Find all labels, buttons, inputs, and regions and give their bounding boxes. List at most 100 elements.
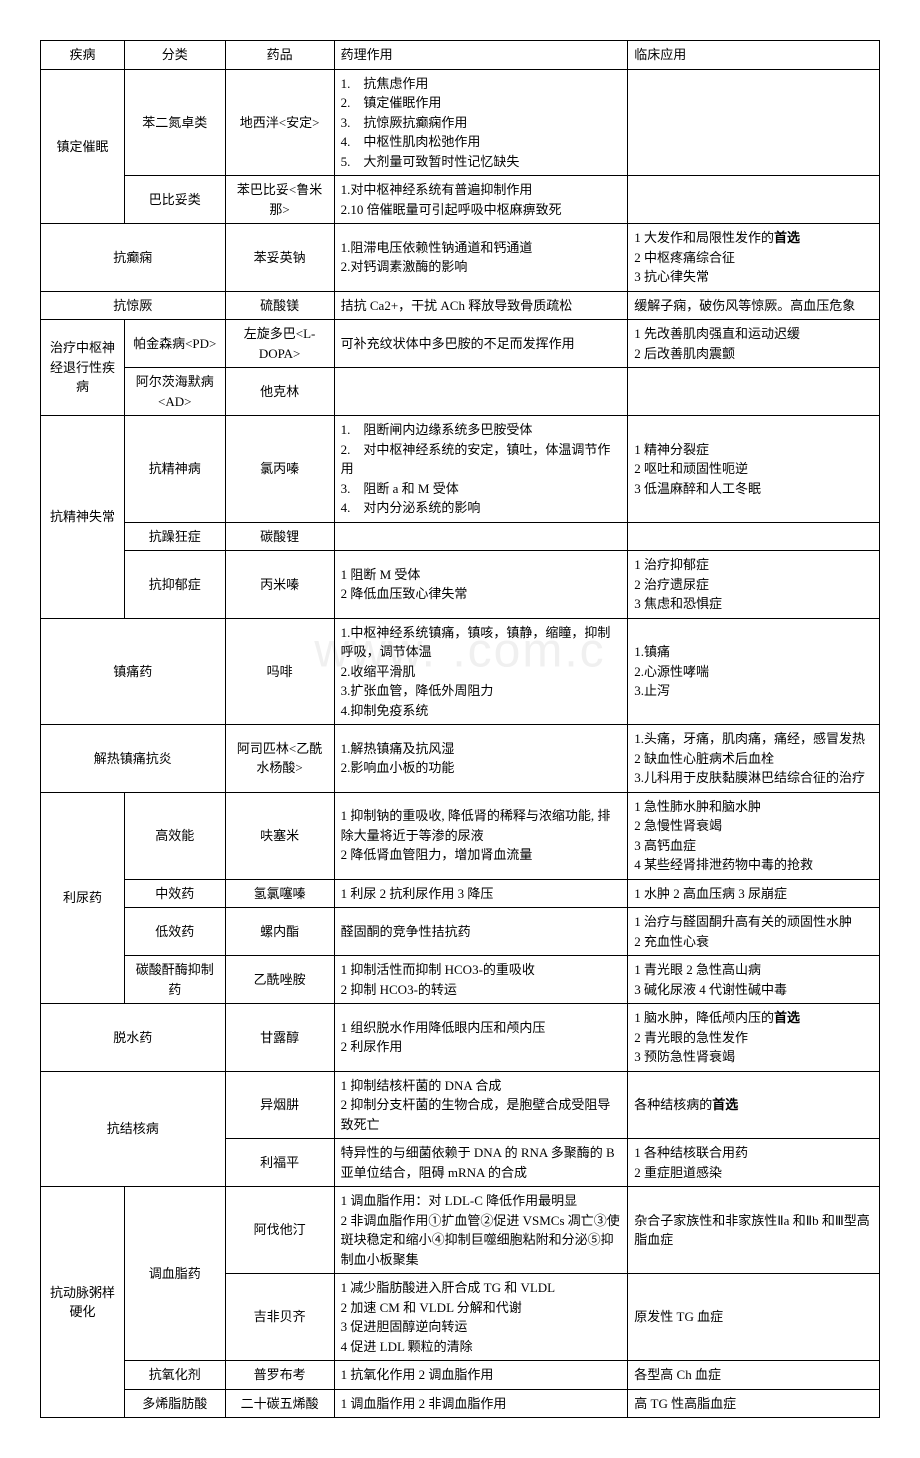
table-row: 解热镇痛抗炎阿司匹林<乙酰水杨酸>1.解热镇痛及抗风湿2.影响血小板的功能1.头…	[41, 725, 880, 793]
clinical-cell	[628, 368, 880, 416]
clinical-cell	[628, 522, 880, 551]
clinical-cell: 高 TG 性高脂血症	[628, 1389, 880, 1418]
category-cell: 抗氧化剂	[124, 1361, 225, 1390]
clinical-cell: 杂合子家族性和非家族性Ⅱa 和Ⅱb 和Ⅲ型高脂血症	[628, 1187, 880, 1274]
clinical-cell: 1 先改善肌肉强直和运动迟缓2 后改善肌肉震颤	[628, 320, 880, 368]
category-cell: 帕金森病<PD>	[124, 320, 225, 368]
table-row: 抗氧化剂普罗布考1 抗氧化作用 2 调血脂作用各型高 Ch 血症	[41, 1361, 880, 1390]
clinical-cell: 1 脑水肿，降低颅内压的首选2 青光眼的急性发作3 预防急性肾衰竭	[628, 1004, 880, 1072]
drug-cell: 苯巴比妥<鲁米那>	[225, 176, 334, 224]
header-drug: 药品	[225, 41, 334, 70]
disease-cell: 镇定催眠	[41, 69, 125, 224]
table-row: 低效药螺内酯醛固酮的竞争性拮抗药1 治疗与醛固酮升高有关的顽固性水肿2 充血性心…	[41, 908, 880, 956]
category-cell: 抗精神病	[124, 416, 225, 523]
clinical-cell: 1 青光眼 2 急性高山病3 碱化尿液 4 代谢性碱中毒	[628, 956, 880, 1004]
disease-cell: 抗结核病	[41, 1071, 226, 1187]
header-pharmacology: 药理作用	[334, 41, 628, 70]
drug-cell: 氯丙嗪	[225, 416, 334, 523]
disease-cell: 抗惊厥	[41, 291, 226, 320]
table-row: 阿尔茨海默病<AD>他克林	[41, 368, 880, 416]
drug-cell: 碳酸锂	[225, 522, 334, 551]
table-row: 碳酸酐酶抑制药乙酰唑胺1 抑制活性而抑制 HCO3-的重吸收2 抑制 HCO3-…	[41, 956, 880, 1004]
table-row: 镇定催眠苯二氮卓类地西泮<安定>1. 抗焦虑作用2. 镇定催眠作用3. 抗惊厥抗…	[41, 69, 880, 176]
drug-cell: 螺内酯	[225, 908, 334, 956]
clinical-cell	[628, 176, 880, 224]
table-row: 抗精神失常抗精神病氯丙嗪1. 阻断闸内边缘系统多巴胺受体2. 对中枢神经系统的安…	[41, 416, 880, 523]
category-cell: 中效药	[124, 879, 225, 908]
table-row: 治疗中枢神经退行性疾病帕金森病<PD>左旋多巴<L-DOPA>可补充纹状体中多巴…	[41, 320, 880, 368]
clinical-cell: 各种结核病的首选	[628, 1071, 880, 1139]
pharmacology-cell: 1 抑制结核杆菌的 DNA 合成2 抑制分支杆菌的生物合成，是胞壁合成受阻导致死…	[334, 1071, 628, 1139]
drug-cell: 丙米嗪	[225, 551, 334, 619]
pharmacology-cell: 1.解热镇痛及抗风湿2.影响血小板的功能	[334, 725, 628, 793]
pharmacology-cell: 1.中枢神经系统镇痛，镇咳，镇静，缩瞳，抑制呼吸，调节体温2.收缩平滑肌3.扩张…	[334, 618, 628, 725]
table-row: 脱水药甘露醇1 组织脱水作用降低眼内压和颅内压2 利尿作用1 脑水肿，降低颅内压…	[41, 1004, 880, 1072]
table-header-row: 疾病分类药品药理作用临床应用	[41, 41, 880, 70]
table-row: 镇痛药吗啡1.中枢神经系统镇痛，镇咳，镇静，缩瞳，抑制呼吸，调节体温2.收缩平滑…	[41, 618, 880, 725]
clinical-cell: 原发性 TG 血症	[628, 1274, 880, 1361]
disease-cell: 镇痛药	[41, 618, 226, 725]
category-cell: 高效能	[124, 792, 225, 879]
clinical-cell: 各型高 Ch 血症	[628, 1361, 880, 1390]
drug-cell: 呋塞米	[225, 792, 334, 879]
drug-cell: 利福平	[225, 1139, 334, 1187]
clinical-cell: 1.镇痛2.心源性哮喘3.止泻	[628, 618, 880, 725]
drug-cell: 氢氯噻嗪	[225, 879, 334, 908]
drug-cell: 左旋多巴<L-DOPA>	[225, 320, 334, 368]
drug-cell: 异烟肼	[225, 1071, 334, 1139]
clinical-cell: 1.头痛，牙痛，肌肉痛，痛经，感冒发热2 缺血性心脏病术后血栓3.儿科用于皮肤黏…	[628, 725, 880, 793]
disease-cell: 解热镇痛抗炎	[41, 725, 226, 793]
pharmacology-cell: 1.对中枢神经系统有普遍抑制作用2.10 倍催眠量可引起呼吸中枢麻痹致死	[334, 176, 628, 224]
disease-cell: 抗精神失常	[41, 416, 125, 619]
drug-cell: 甘露醇	[225, 1004, 334, 1072]
pharmacology-cell: 1 调血脂作用：对 LDL-C 降低作用最明显2 非调血脂作用①扩血管②促进 V…	[334, 1187, 628, 1274]
pharmacology-cell: 1 抗氧化作用 2 调血脂作用	[334, 1361, 628, 1390]
drug-cell: 二十碳五烯酸	[225, 1389, 334, 1418]
clinical-cell: 1 水肿 2 高血压病 3 尿崩症	[628, 879, 880, 908]
drug-cell: 他克林	[225, 368, 334, 416]
drug-cell: 吉非贝齐	[225, 1274, 334, 1361]
pharmacology-cell: 1 阻断 M 受体2 降低血压致心律失常	[334, 551, 628, 619]
clinical-cell: 1 治疗与醛固酮升高有关的顽固性水肿2 充血性心衰	[628, 908, 880, 956]
category-cell: 多烯脂肪酸	[124, 1389, 225, 1418]
drug-cell: 地西泮<安定>	[225, 69, 334, 176]
table-container: 疾病分类药品药理作用临床应用镇定催眠苯二氮卓类地西泮<安定>1. 抗焦虑作用2.…	[40, 40, 880, 1418]
category-cell: 苯二氮卓类	[124, 69, 225, 176]
table-row: 巴比妥类苯巴比妥<鲁米那>1.对中枢神经系统有普遍抑制作用2.10 倍催眠量可引…	[41, 176, 880, 224]
category-cell: 调血脂药	[124, 1187, 225, 1361]
pharmacology-cell: 1 抑制活性而抑制 HCO3-的重吸收2 抑制 HCO3-的转运	[334, 956, 628, 1004]
header-disease: 疾病	[41, 41, 125, 70]
disease-cell: 治疗中枢神经退行性疾病	[41, 320, 125, 416]
drug-cell: 乙酰唑胺	[225, 956, 334, 1004]
header-clinical: 临床应用	[628, 41, 880, 70]
pharmacology-cell: 醛固酮的竞争性拮抗药	[334, 908, 628, 956]
pharmacology-cell: 1.阻滞电压依赖性钠通道和钙通道2.对钙调素激酶的影响	[334, 224, 628, 292]
drug-cell: 普罗布考	[225, 1361, 334, 1390]
pharmacology-cell: 1 抑制钠的重吸收, 降低肾的稀释与浓缩功能, 排除大量将近于等渗的尿液2 降低…	[334, 792, 628, 879]
header-category: 分类	[124, 41, 225, 70]
pharmacology-cell: 1 利尿 2 抗利尿作用 3 降压	[334, 879, 628, 908]
category-cell: 抗抑郁症	[124, 551, 225, 619]
pharmacology-cell: 1 组织脱水作用降低眼内压和颅内压2 利尿作用	[334, 1004, 628, 1072]
table-row: 抗动脉粥样硬化调血脂药阿伐他汀1 调血脂作用：对 LDL-C 降低作用最明显2 …	[41, 1187, 880, 1274]
category-cell: 巴比妥类	[124, 176, 225, 224]
drug-cell: 硫酸镁	[225, 291, 334, 320]
drug-cell: 吗啡	[225, 618, 334, 725]
drug-cell: 苯妥英钠	[225, 224, 334, 292]
table-row: 抗惊厥硫酸镁拮抗 Ca2+，干扰 ACh 释放导致骨质疏松缓解子痫，破伤风等惊厥…	[41, 291, 880, 320]
clinical-cell: 缓解子痫，破伤风等惊厥。高血压危象	[628, 291, 880, 320]
clinical-cell	[628, 69, 880, 176]
drug-cell: 阿伐他汀	[225, 1187, 334, 1274]
pharmacology-cell: 特异性的与细菌依赖于 DNA 的 RNA 多聚酶的 B 亚单位结合，阻碍 mRN…	[334, 1139, 628, 1187]
table-row: 抗结核病异烟肼1 抑制结核杆菌的 DNA 合成2 抑制分支杆菌的生物合成，是胞壁…	[41, 1071, 880, 1139]
clinical-cell: 1 各种结核联合用药2 重症胆道感染	[628, 1139, 880, 1187]
category-cell: 碳酸酐酶抑制药	[124, 956, 225, 1004]
table-row: 中效药氢氯噻嗪1 利尿 2 抗利尿作用 3 降压1 水肿 2 高血压病 3 尿崩…	[41, 879, 880, 908]
disease-cell: 抗动脉粥样硬化	[41, 1187, 125, 1418]
table-row: 多烯脂肪酸二十碳五烯酸1 调血脂作用 2 非调血脂作用高 TG 性高脂血症	[41, 1389, 880, 1418]
clinical-cell: 1 大发作和局限性发作的首选2 中枢疼痛综合征3 抗心律失常	[628, 224, 880, 292]
category-cell: 阿尔茨海默病<AD>	[124, 368, 225, 416]
pharmacology-cell: 1 调血脂作用 2 非调血脂作用	[334, 1389, 628, 1418]
pharmacology-cell: 可补充纹状体中多巴胺的不足而发挥作用	[334, 320, 628, 368]
drug-cell: 阿司匹林<乙酰水杨酸>	[225, 725, 334, 793]
